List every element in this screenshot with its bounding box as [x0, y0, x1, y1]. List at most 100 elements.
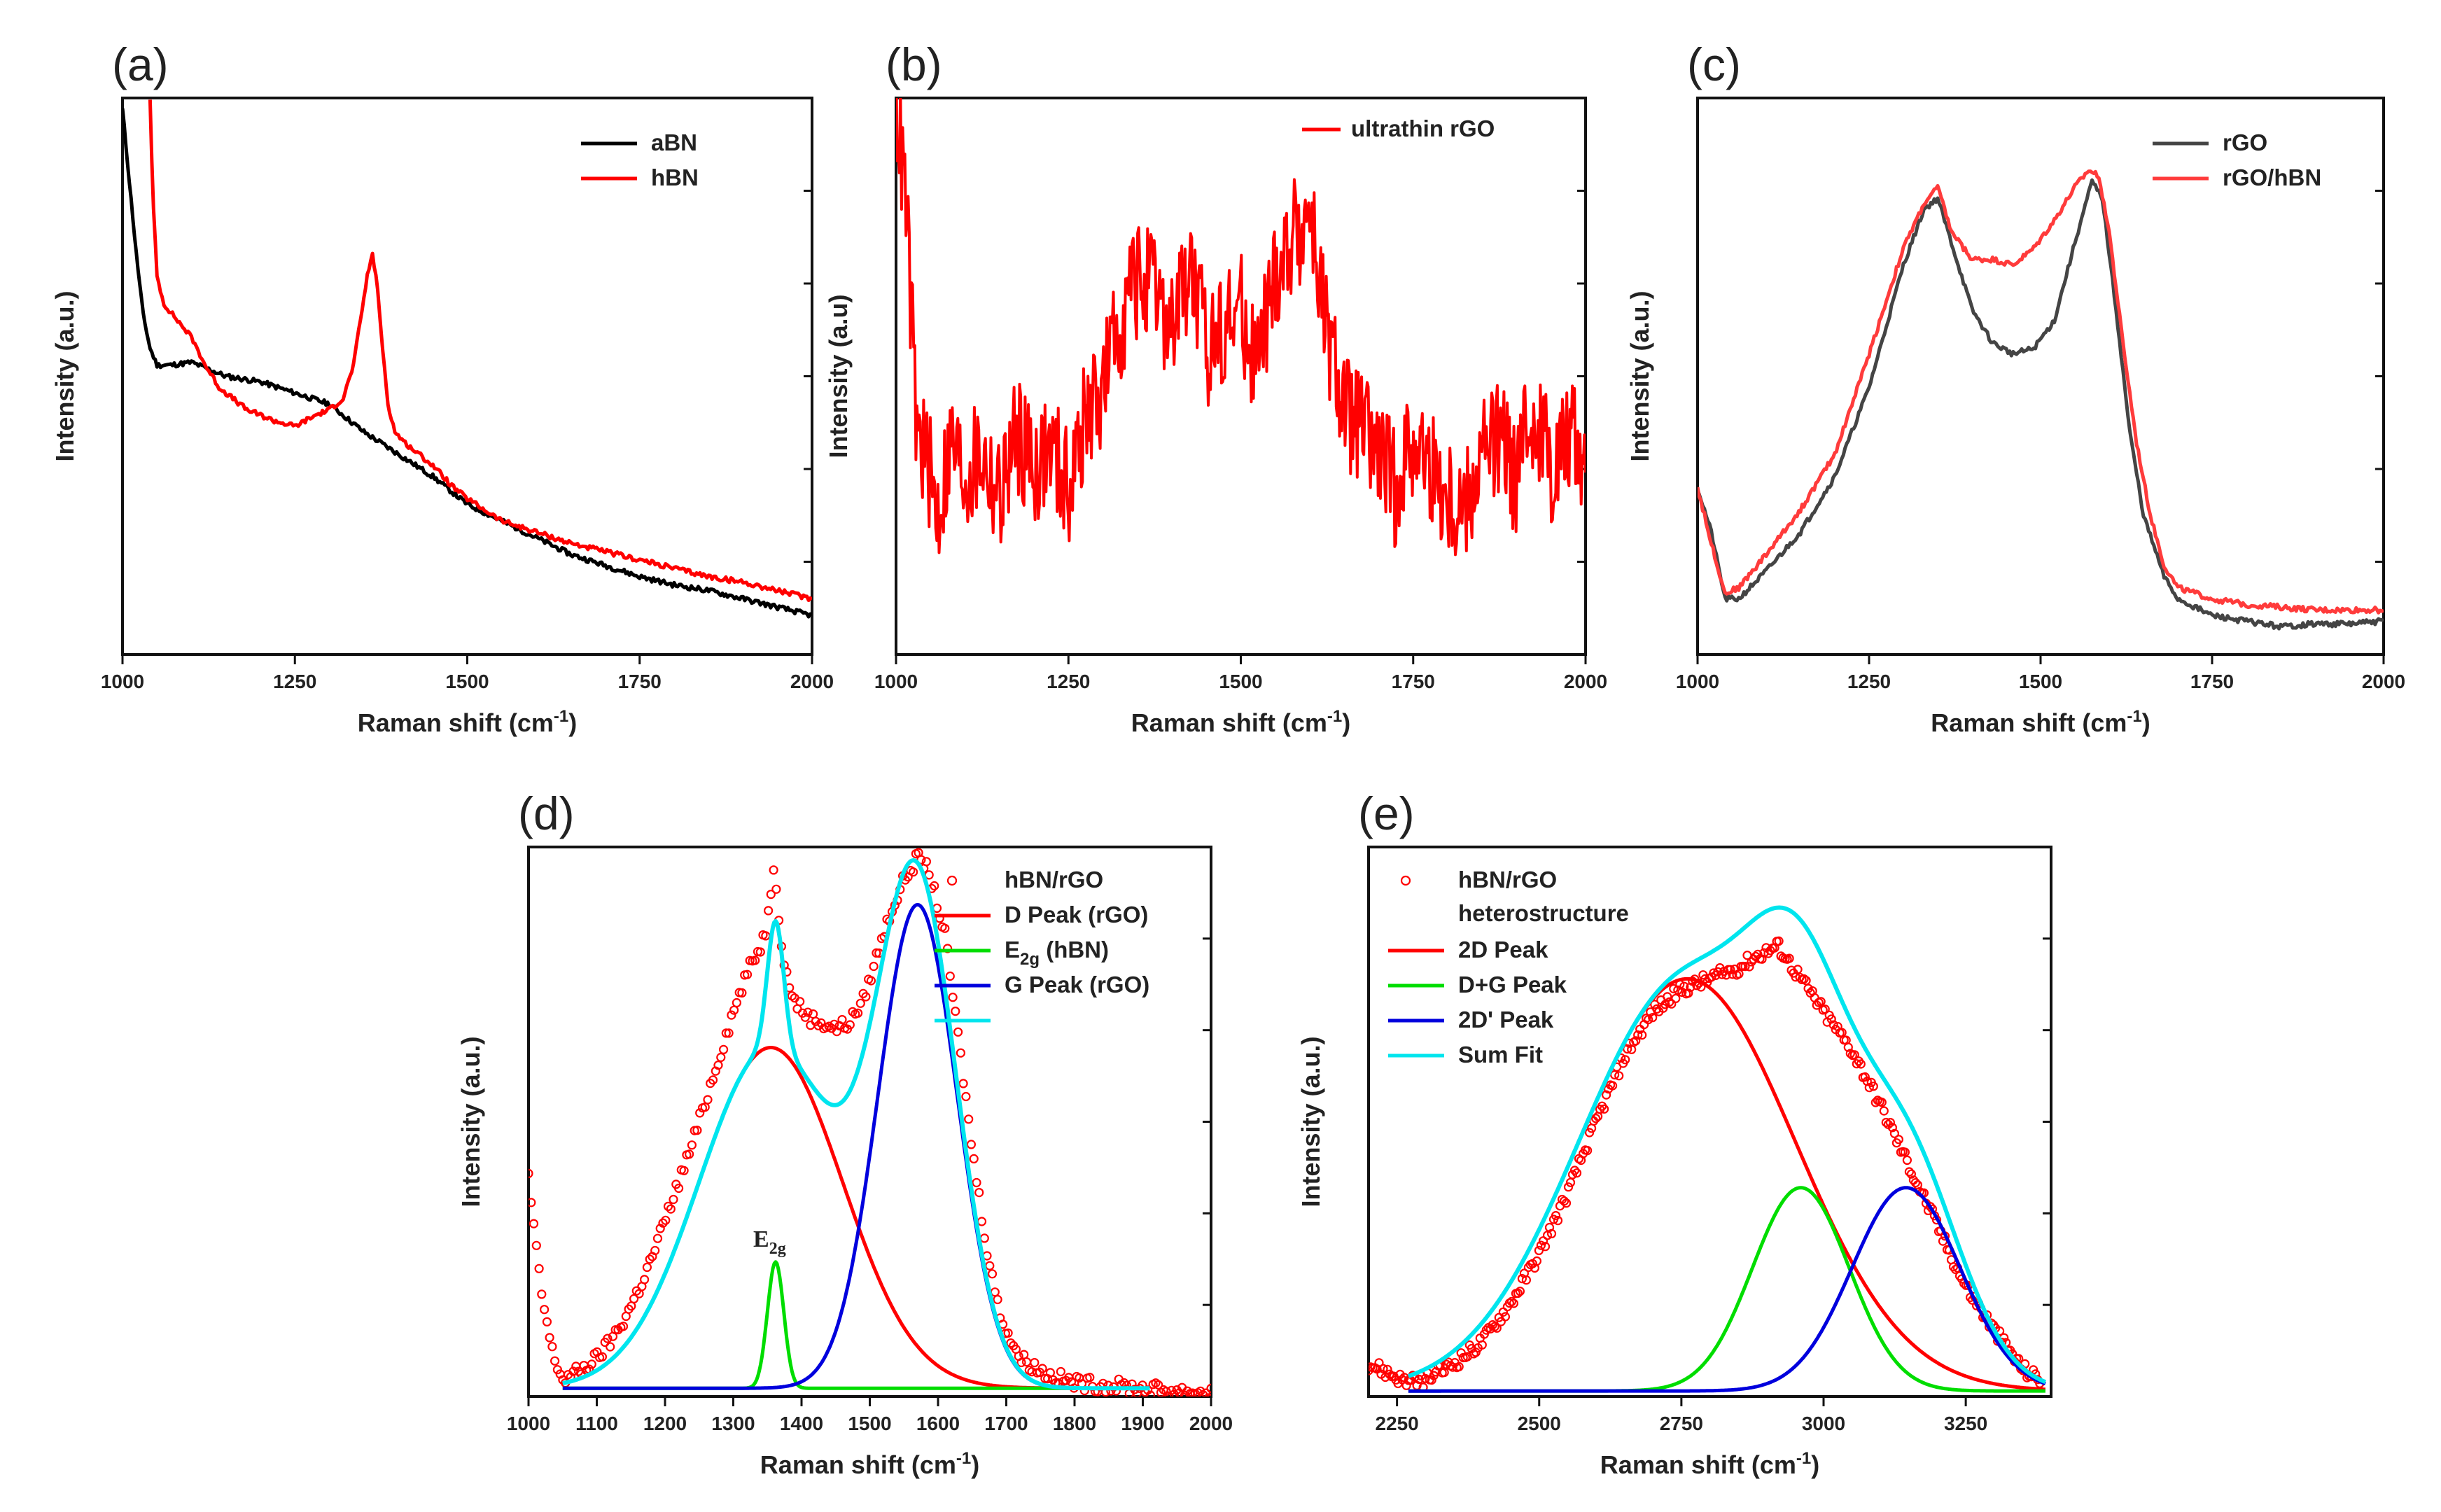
data-marker — [1677, 987, 1687, 997]
data-marker — [945, 971, 955, 981]
data-marker — [1648, 1013, 1658, 1023]
data-line — [1698, 178, 2384, 631]
data-marker — [1637, 1030, 1647, 1040]
legend-label: aBN — [651, 130, 697, 155]
x-axis-label: Raman shift (cm-1) — [1931, 707, 2150, 737]
data-marker — [550, 1356, 560, 1366]
plot-area — [529, 848, 1211, 1396]
data-marker — [974, 1187, 984, 1198]
data-marker — [1085, 1373, 1095, 1382]
x-tick-label: 1750 — [1392, 671, 1435, 692]
data-marker — [795, 997, 805, 1007]
data-marker — [966, 1140, 977, 1149]
data-marker — [837, 1014, 847, 1025]
x-tick-label: 1000 — [507, 1413, 550, 1434]
data-marker — [958, 1079, 968, 1088]
data-marker — [1868, 1082, 1878, 1091]
data-marker — [1864, 1083, 1874, 1093]
chart-panel-3: (c) 1000 1250 1500 1750 2000 Raman shift (cm-1… — [1625, 38, 2405, 737]
data-marker — [629, 1294, 639, 1304]
x-tick-label: 1600 — [916, 1413, 960, 1434]
fit-curve — [562, 1046, 1150, 1390]
data-marker — [1056, 1366, 1066, 1377]
data-marker — [1559, 1196, 1569, 1206]
data-marker — [537, 1289, 547, 1299]
data-marker — [1614, 1071, 1624, 1081]
x-tick-label: 2000 — [790, 671, 834, 692]
data-marker — [1471, 1348, 1481, 1357]
x-tick-label: 2500 — [1518, 1413, 1561, 1434]
chart-panel-4: (d) 1000 1100 1200 1300 1400 1500 1600 1700 1800 1… — [456, 788, 1233, 1479]
data-marker — [1420, 1373, 1430, 1383]
data-marker — [1383, 1364, 1392, 1374]
data-marker — [1513, 1288, 1523, 1298]
data-marker — [845, 1020, 855, 1030]
data-marker — [695, 1108, 705, 1118]
data-marker — [1669, 983, 1679, 994]
fit-curve — [1407, 905, 2047, 1385]
data-marker — [806, 1021, 816, 1030]
data-marker — [1828, 1020, 1838, 1030]
data-marker — [1774, 936, 1784, 946]
legend-label: hBN — [651, 164, 699, 190]
data-marker — [587, 1359, 596, 1369]
data-marker — [948, 993, 958, 1002]
data-marker — [1145, 1390, 1155, 1396]
data-marker — [531, 1240, 541, 1250]
x-tick-label: 1000 — [101, 671, 144, 692]
data-marker — [1500, 1312, 1510, 1322]
data-marker — [708, 1075, 718, 1085]
data-marker — [1877, 1098, 1887, 1107]
x-axis-label-main: Raman shift (cm — [1931, 708, 2127, 737]
data-marker — [1182, 1386, 1192, 1396]
data-marker — [547, 1342, 557, 1352]
data-marker — [766, 889, 776, 899]
data-marker — [985, 1261, 995, 1270]
x-tick-label: 1250 — [1847, 671, 1891, 692]
data-marker — [1546, 1228, 1557, 1239]
data-marker — [1608, 1081, 1618, 1091]
legend-label: G Peak (rGO) — [1005, 972, 1149, 997]
x-axis-label: Raman shift (cm-1) — [1131, 707, 1350, 737]
legend-label: ultrathin rGO — [1351, 115, 1495, 141]
data-marker — [1728, 969, 1737, 979]
data-marker — [1551, 1210, 1561, 1221]
data-marker — [953, 1027, 963, 1037]
x-tick-label: 1500 — [1219, 671, 1262, 692]
plot-frame — [1367, 846, 2052, 1398]
data-marker — [545, 1333, 554, 1343]
data-marker — [1585, 1128, 1595, 1138]
data-marker — [1709, 968, 1719, 978]
x-tick-label: 1750 — [618, 671, 662, 692]
data-marker — [1881, 1117, 1891, 1128]
data-marker — [1591, 1114, 1601, 1124]
x-tick-label: 1300 — [711, 1413, 755, 1434]
data-marker — [1793, 965, 1803, 974]
data-marker — [721, 1028, 731, 1038]
legend-label: D+G Peak — [1458, 972, 1567, 997]
data-marker — [642, 1262, 652, 1273]
legend-label: 2D Peak — [1458, 937, 1548, 962]
data-marker — [1910, 1177, 1920, 1188]
data-marker — [961, 1091, 971, 1102]
data-marker — [1374, 1358, 1384, 1368]
x-tick-label: 3000 — [1802, 1413, 1845, 1434]
legend-label: rGO/hBN — [2223, 164, 2321, 190]
plot-area — [896, 98, 1586, 556]
chart-panel-1: (a) 1000 1250 1500 1750 2000 Raman shift (cm-1… — [50, 38, 834, 737]
x-axis-label-main: Raman shift (cm — [1131, 708, 1327, 737]
data-marker — [631, 1286, 641, 1296]
x-tick-label: 1250 — [273, 671, 316, 692]
data-marker — [979, 1233, 989, 1243]
x-axis-label-end: ) — [1811, 1450, 1819, 1479]
y-axis-label: Intensity (a.u) — [824, 294, 853, 458]
data-marker — [1889, 1128, 1899, 1138]
x-axis-label-main: Raman shift (cm — [760, 1450, 956, 1479]
data-marker — [763, 906, 774, 916]
data-marker — [1201, 1388, 1211, 1396]
x-axis-label: Raman shift (cm-1) — [358, 707, 577, 737]
data-marker — [1856, 1059, 1866, 1069]
x-tick-label: 1500 — [445, 671, 489, 692]
data-marker — [1521, 1275, 1531, 1285]
x-tick-label: 1750 — [2190, 671, 2234, 692]
